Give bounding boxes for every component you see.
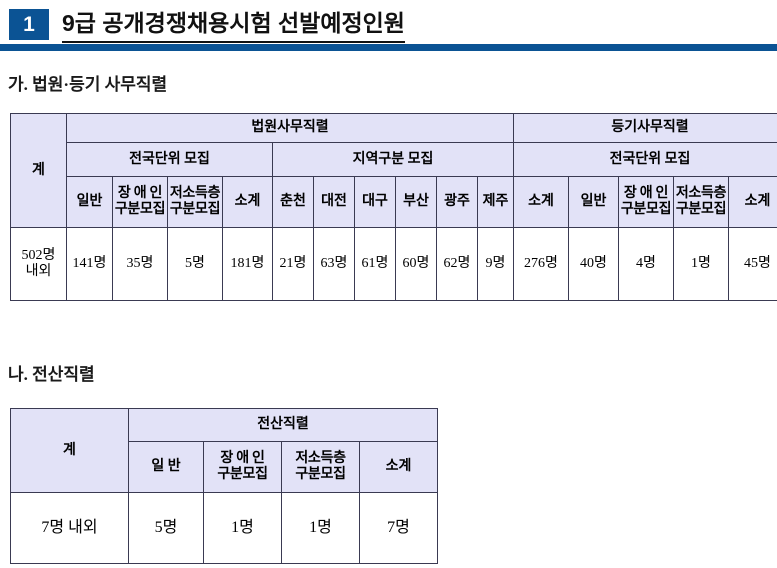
cell-total-value: 502명 내외 [10,227,67,301]
header-cell-court-disabled-line2: 구분모집 [114,202,166,217]
cell-registry-subtotal: 45명 [728,227,777,301]
cell-court-lowincome: 5명 [167,227,223,301]
header-cell-registry-subtotal: 소계 [728,176,777,228]
cell-computing-lowincome: 1명 [281,492,360,564]
table-row-header-columns: 일 반 장 애 인 구분모집 저소득층 구분모집 소계 [11,441,439,493]
header-cell-regional: 지역구분 모집 [272,142,514,177]
header-cell-total: 계 [10,408,129,493]
header-cell-region-gwangju: 광주 [436,176,478,228]
header-cell-registry-lowincome: 저소득층 구분모집 [673,176,729,228]
header-cell-total: 계 [10,113,67,228]
header-cell-computing-subtotal: 소계 [358,441,439,493]
cell-court-general: 141명 [66,227,113,301]
header-cell-court-lowincome: 저소득층 구분모집 [167,176,223,228]
cell-court-nationwide-subtotal: 181명 [222,227,273,301]
header-cell-court-lowincome-line1: 저소득층 [169,186,221,202]
cell-region-chuncheon: 21명 [272,227,314,301]
cell-computing-disabled: 1명 [203,492,282,564]
header-cell-registry-general: 일반 [568,176,619,228]
header-cell-registry-disabled-line2: 구분모집 [620,202,672,217]
table-computing: 계 전산직렬 일 반 장 애 인 구분모집 저소득층 구분모집 소계 7명 내외… [10,408,439,564]
table-court-registry: 계 법원사무직렬 등기사무직렬 전국단위 모집 지역구분 모집 전국단위 모집 … [10,113,777,301]
header-cell-nationwide-court: 전국단위 모집 [66,142,273,177]
header-cell-computing-lowincome-line2: 구분모집 [295,467,346,482]
header-cell-registry-disabled-line1: 장 애 인 [623,186,669,202]
cell-region-jeju: 9명 [477,227,514,301]
cell-region-daejeon: 63명 [313,227,355,301]
header-cell-computing-disabled: 장 애 인 구분모집 [203,441,282,493]
header-cell-region-jeju: 제주 [477,176,514,228]
header-cell-group-computing: 전산직렬 [127,408,439,442]
cell-total-value-line1: 502명 [21,248,56,264]
header-cell-court-lowincome-line2: 구분모집 [169,202,221,217]
header-divider-rule [0,44,777,51]
header-cell-computing-disabled-line1: 장 애 인 [220,451,265,467]
header-cell-computing-lowincome: 저소득층 구분모집 [281,441,360,493]
header-cell-registry-disabled: 장 애 인 구분모집 [618,176,674,228]
cell-region-subtotal: 276명 [513,227,569,301]
header-cell-region-chuncheon: 춘천 [272,176,314,228]
section-heading-court-registry: 가. 법원·등기 사무직렬 [8,75,168,94]
table-row-header-group: 계 법원사무직렬 등기사무직렬 [10,113,777,228]
header-cell-group-court: 법원사무직렬 [66,113,514,143]
table-row-header-group: 계 전산직렬 [10,408,439,493]
header-cell-group-registry: 등기사무직렬 [513,113,777,143]
header-badge-number: 1 [9,9,49,40]
section-heading-computing: 나. 전산직렬 [8,365,95,384]
header-cell-region-subtotal: 소계 [513,176,569,228]
cell-region-gwangju: 62명 [436,227,478,301]
header-cell-court-disabled: 장 애 인 구분모집 [112,176,168,228]
table-row: 502명 내외 141명 35명 5명 181명 21명 63명 61명 60명… [10,227,777,301]
header-cell-region-busan: 부산 [395,176,437,228]
cell-region-daegu: 61명 [354,227,396,301]
cell-registry-disabled: 4명 [618,227,674,301]
header-cell-court-general: 일반 [66,176,113,228]
table-row-header-subgroup: 전국단위 모집 지역구분 모집 전국단위 모집 [11,142,777,177]
header-cell-computing-disabled-line2: 구분모집 [217,467,268,482]
cell-registry-lowincome: 1명 [673,227,729,301]
cell-region-busan: 60명 [395,227,437,301]
header-cell-registry-lowincome-line1: 저소득층 [675,186,727,202]
cell-court-disabled: 35명 [112,227,168,301]
cell-registry-general: 40명 [568,227,619,301]
header-cell-court-disabled-line1: 장 애 인 [117,186,163,202]
header-cell-computing-lowincome-line1: 저소득층 [295,451,346,467]
page-header: 1 9급 공개경쟁채용시험 선발예정인원 [0,0,777,52]
cell-computing-subtotal: 7명 [358,492,439,564]
header-cell-court-subtotal: 소계 [222,176,273,228]
cell-computing-general: 5명 [128,492,204,564]
table-row-header-columns: 일반 장 애 인 구분모집 저소득층 구분모집 소계 춘천 대전 대구 부산 광… [11,176,777,228]
header-cell-computing-general: 일 반 [128,441,204,493]
header-cell-region-daejeon: 대전 [313,176,355,228]
table-row: 7명 내외 5명 1명 1명 7명 [10,492,439,564]
cell-total-value-line2: 내외 [25,264,52,279]
cell-computing-total: 7명 내외 [10,492,129,564]
header-cell-registry-lowincome-line2: 구분모집 [675,202,727,217]
header-cell-nationwide-registry: 전국단위 모집 [513,142,777,177]
header-cell-region-daegu: 대구 [354,176,396,228]
page-title: 9급 공개경쟁채용시험 선발예정인원 [62,7,405,43]
